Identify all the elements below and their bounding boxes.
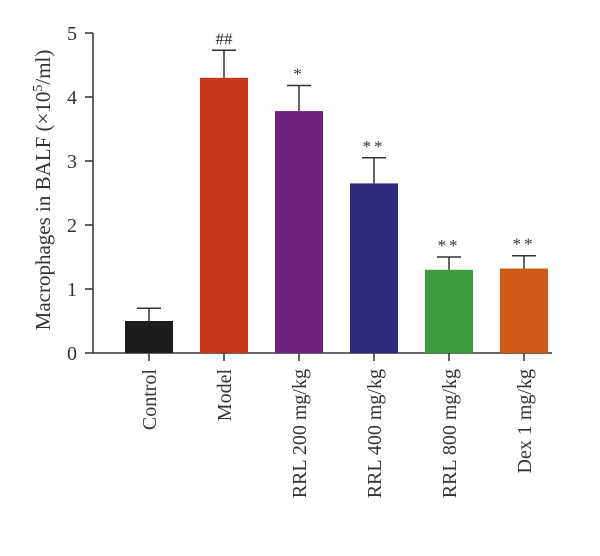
- y-tick-label: 5: [67, 23, 77, 45]
- bars: [125, 77, 548, 354]
- y-tick-label: 4: [67, 87, 77, 109]
- bar: [275, 111, 323, 353]
- significance-label: **: [513, 235, 536, 254]
- significance-label: **: [363, 137, 386, 156]
- y-tick-label: 3: [67, 151, 77, 173]
- x-category-label: Control: [139, 369, 161, 431]
- bar: [125, 321, 173, 353]
- significance-label: ##: [216, 29, 234, 48]
- y-axis-ticks: 0 1 2 3 4 5: [67, 23, 93, 365]
- significance-labels: ##***** **: [216, 29, 536, 255]
- x-category-label: RRL 800 mg/kg: [439, 369, 461, 498]
- x-axis-category-labels: Control Model RRL 200 mg/kg RRL 400 mg/kg RR…: [139, 353, 536, 498]
- x-category-label: RRL 200 mg/kg: [289, 369, 311, 498]
- x-category-label: Model: [214, 369, 236, 422]
- significance-label: **: [438, 236, 461, 255]
- bar: [500, 268, 548, 353]
- bar: [425, 269, 473, 353]
- error-bars: [137, 49, 536, 321]
- y-tick-label: 2: [67, 215, 77, 237]
- x-category-label: RRL 400 mg/kg: [364, 369, 386, 498]
- significance-label: *: [293, 64, 305, 83]
- bar: [200, 77, 248, 354]
- bar: [350, 183, 398, 353]
- y-axis-label: Macrophages in BALF (×105/ml): [31, 50, 55, 331]
- y-tick-label: 0: [67, 343, 77, 365]
- x-category-label: Dex 1 mg/kg: [514, 369, 536, 473]
- y-tick-label: 1: [67, 279, 77, 301]
